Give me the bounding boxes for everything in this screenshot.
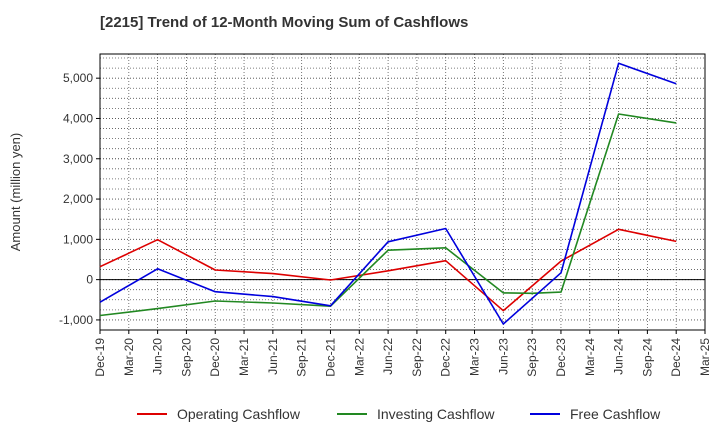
x-tick-label: Mar-24: [583, 338, 597, 376]
x-tick-label: Dec-21: [323, 338, 337, 377]
x-tick-label: Sep-23: [525, 338, 539, 377]
x-tick-label: Sep-20: [179, 338, 193, 377]
x-tick-label: Jun-20: [151, 338, 165, 375]
y-tick-label: 4,000: [63, 111, 93, 125]
x-tick-label: Dec-24: [669, 338, 683, 377]
x-tick-label: Dec-19: [93, 338, 107, 377]
plot-area: [100, 54, 705, 330]
x-tick-label: Mar-23: [468, 338, 482, 376]
plot-frame: [99, 53, 706, 331]
series-line-investing-cashflow: [99, 113, 677, 317]
x-tick-label: Mar-20: [122, 338, 136, 376]
y-tick-label: 0: [86, 273, 93, 287]
x-tick-label: Jun-21: [266, 338, 280, 375]
legend-label: Investing Cashflow: [377, 406, 495, 422]
y-tick-label: 5,000: [63, 71, 93, 85]
chart-title: [2215] Trend of 12-Month Moving Sum of C…: [100, 14, 469, 31]
x-tick-label: Dec-23: [554, 338, 568, 377]
x-tick-label: Sep-22: [410, 338, 424, 377]
y-axis-label: Amount (million yen): [8, 133, 23, 252]
x-tick-label: Mar-22: [352, 338, 366, 376]
x-tick-label: Mar-25: [698, 338, 712, 376]
x-tick-label: Sep-24: [640, 338, 654, 377]
x-tick-label: Dec-20: [208, 338, 222, 377]
x-tick-label: Mar-21: [237, 338, 251, 376]
legend-label: Operating Cashflow: [177, 406, 301, 422]
x-tick-label: Sep-21: [295, 338, 309, 377]
x-tick-label: Dec-22: [439, 338, 453, 377]
legend-label: Free Cashflow: [570, 406, 661, 422]
y-tick-label: 2,000: [63, 192, 93, 206]
x-tick-label: Jun-22: [381, 338, 395, 375]
x-tick-label: Jun-23: [496, 338, 510, 375]
y-tick-label: -1,000: [59, 313, 93, 327]
x-tick-label: Jun-24: [612, 338, 626, 375]
y-tick-label: 3,000: [63, 152, 93, 166]
y-tick-label: 1,000: [63, 232, 93, 246]
